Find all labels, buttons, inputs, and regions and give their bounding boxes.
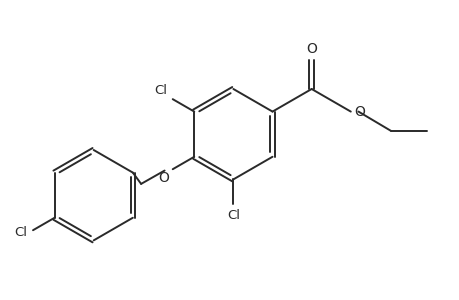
Text: Cl: Cl <box>154 84 167 97</box>
Text: O: O <box>306 42 316 56</box>
Text: O: O <box>353 105 364 118</box>
Text: Cl: Cl <box>15 226 28 239</box>
Text: O: O <box>158 172 169 185</box>
Text: Cl: Cl <box>226 209 239 222</box>
